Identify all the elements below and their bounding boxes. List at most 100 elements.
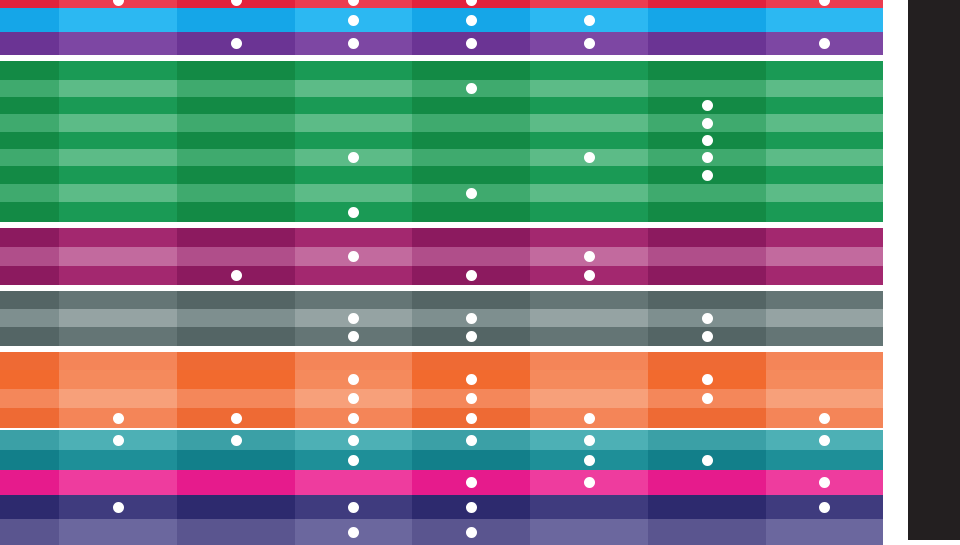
- grid-cell-green: [177, 166, 295, 184]
- grid-cell-magenta: [766, 228, 883, 247]
- dot-marker: [465, 526, 477, 538]
- dot-marker: [818, 477, 830, 488]
- grid-cell-green: [0, 132, 59, 149]
- grid-cell-orange: [177, 389, 295, 408]
- dot-marker: [347, 38, 359, 49]
- grid-cell-green: [59, 132, 177, 149]
- dot-marker: [465, 0, 477, 6]
- grid-cell-orange: [59, 389, 177, 408]
- grid-cell-gray: [766, 291, 883, 309]
- grid-cell-gray: [648, 291, 766, 309]
- grid-cell-green: [0, 97, 59, 114]
- dot-marker: [347, 251, 359, 262]
- grid-cell-navy: [177, 519, 295, 545]
- dot-marker: [347, 312, 359, 324]
- grid-cell-green: [766, 149, 883, 166]
- grid-cell-purple: [648, 32, 766, 55]
- grid-cell-navy: [0, 495, 59, 519]
- grid-cell-green: [177, 61, 295, 80]
- dot-marker: [112, 434, 124, 446]
- grid-cell-pink: [648, 470, 766, 495]
- grid-cell-teal: [0, 430, 59, 450]
- grid-cell-purple: [0, 32, 59, 55]
- grid-cell-green: [59, 149, 177, 166]
- grid-cell-green: [59, 61, 177, 80]
- grid-cell-gray: [59, 309, 177, 327]
- dot-marker: [347, 0, 359, 6]
- dot-marker: [583, 270, 595, 281]
- grid-cell-orange: [295, 352, 412, 370]
- grid-cell-purple: [59, 32, 177, 55]
- grid-cell-green: [177, 202, 295, 222]
- grid-cell-magenta: [295, 266, 412, 285]
- grid-cell-green: [766, 184, 883, 202]
- grid-cell-navy: [177, 495, 295, 519]
- grid-cell-blue: [648, 8, 766, 32]
- dot-marker: [701, 117, 713, 129]
- grid-cell-green: [766, 97, 883, 114]
- grid-cell-blue: [0, 8, 59, 32]
- dot-marker: [701, 152, 713, 163]
- stripe-board: [0, 0, 883, 545]
- grid-cell-green: [648, 202, 766, 222]
- grid-cell-blue: [177, 8, 295, 32]
- grid-cell-green: [766, 80, 883, 97]
- grid-cell-green: [530, 97, 648, 114]
- dot-marker: [465, 312, 477, 324]
- grid-cell-magenta: [766, 247, 883, 266]
- dot-marker: [583, 38, 595, 49]
- dot-marker: [465, 393, 477, 404]
- grid-cell-green: [177, 184, 295, 202]
- grid-cell-green: [177, 114, 295, 132]
- grid-cell-orange: [766, 352, 883, 370]
- dot-marker: [347, 412, 359, 424]
- dot-marker: [818, 38, 830, 49]
- grid-cell-green: [0, 149, 59, 166]
- dot-marker: [701, 135, 713, 146]
- grid-cell-green: [295, 184, 412, 202]
- grid-cell-orange: [0, 352, 59, 370]
- grid-cell-green: [412, 166, 530, 184]
- dot-marker: [701, 312, 713, 324]
- grid-cell-magenta: [648, 266, 766, 285]
- grid-cell-gray: [295, 291, 412, 309]
- dot-marker: [230, 38, 242, 49]
- grid-cell-orange: [530, 352, 648, 370]
- grid-cell-green: [295, 80, 412, 97]
- grid-cell-green: [295, 166, 412, 184]
- dot-marker: [465, 477, 477, 488]
- grid-cell-green: [412, 61, 530, 80]
- grid-cell-magenta: [412, 247, 530, 266]
- grid-cell-green: [766, 114, 883, 132]
- grid-cell-green: [412, 149, 530, 166]
- dot-marker: [583, 477, 595, 488]
- dot-marker: [701, 374, 713, 385]
- grid-cell-red: [530, 0, 648, 8]
- dot-marker: [347, 526, 359, 538]
- grid-cell-green: [59, 114, 177, 132]
- grid-cell-green: [0, 61, 59, 80]
- dot-marker: [112, 412, 124, 424]
- grid-cell-magenta: [59, 228, 177, 247]
- dot-marker: [347, 152, 359, 163]
- grid-cell-green: [59, 166, 177, 184]
- dot-marker: [347, 331, 359, 342]
- grid-cell-navy: [648, 495, 766, 519]
- grid-cell-green: [0, 166, 59, 184]
- grid-cell-gray: [766, 309, 883, 327]
- grid-cell-green: [0, 202, 59, 222]
- dot-marker: [583, 454, 595, 466]
- grid-cell-gray: [530, 291, 648, 309]
- grid-cell-green: [766, 166, 883, 184]
- dot-marker: [230, 270, 242, 281]
- dot-marker: [347, 454, 359, 466]
- grid-cell-gray: [530, 327, 648, 346]
- grid-cell-orange: [766, 389, 883, 408]
- dot-marker: [701, 454, 713, 466]
- grid-cell-green: [59, 80, 177, 97]
- grid-cell-gray: [0, 309, 59, 327]
- grid-cell-magenta: [648, 228, 766, 247]
- grid-cell-green: [0, 80, 59, 97]
- grid-cell-magenta: [648, 247, 766, 266]
- grid-cell-navy: [648, 519, 766, 545]
